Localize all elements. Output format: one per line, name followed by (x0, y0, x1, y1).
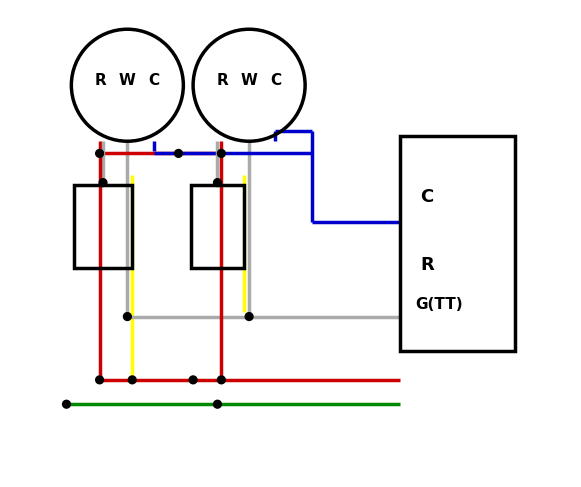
Circle shape (214, 400, 221, 408)
Circle shape (245, 313, 253, 320)
Circle shape (214, 179, 221, 187)
Text: R: R (420, 257, 434, 274)
Circle shape (123, 313, 131, 320)
Circle shape (189, 376, 197, 384)
Text: G(TT): G(TT) (415, 297, 463, 312)
Bar (400, 136, 515, 351)
Bar (191, 185, 244, 268)
Circle shape (175, 150, 182, 157)
Circle shape (96, 376, 103, 384)
Text: W: W (241, 73, 257, 88)
Circle shape (99, 179, 107, 187)
Text: C: C (420, 188, 433, 206)
Text: R: R (95, 73, 106, 88)
Text: W: W (119, 73, 136, 88)
Text: C: C (149, 73, 160, 88)
Circle shape (217, 150, 225, 157)
Bar (74, 185, 132, 268)
Text: R: R (217, 73, 228, 88)
Circle shape (96, 150, 103, 157)
Circle shape (128, 376, 136, 384)
Text: C: C (270, 73, 281, 88)
Circle shape (63, 400, 70, 408)
Circle shape (217, 376, 225, 384)
